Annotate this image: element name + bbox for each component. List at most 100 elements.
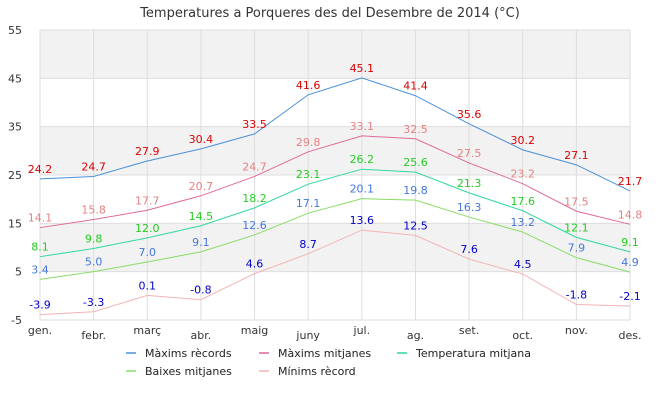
data-label-s2-0: 8.1: [31, 241, 49, 254]
legend-label-1: Màxims mitjanes: [278, 347, 371, 360]
band-1: [40, 223, 630, 272]
x-tick-label-9: oct.: [512, 329, 533, 342]
data-label-s1-1: 15.8: [81, 203, 106, 216]
y-tick-label-2: 15: [8, 217, 22, 230]
data-label-s3-4: 12.6: [242, 219, 267, 232]
data-label-s1-8: 27.5: [457, 147, 482, 160]
legend-label-2: Temperatura mitjana: [415, 347, 531, 360]
band-3: [40, 126, 630, 175]
data-label-s1-0: 14.1: [28, 212, 53, 225]
data-label-s0-6: 45.1: [350, 62, 375, 75]
data-label-s2-9: 17.6: [510, 195, 535, 208]
x-tick-label-0: gen.: [28, 324, 52, 337]
y-tick-label-0: -5: [11, 314, 22, 327]
data-label-s1-2: 17.7: [135, 194, 160, 207]
data-label-s2-8: 21.3: [457, 177, 482, 190]
data-label-s2-11: 9.1: [621, 236, 639, 249]
x-axis-ticks: gen. febr. març abr. maig juny jul. ag. set. oct.…: [28, 324, 642, 342]
x-tick-label-7: ag.: [407, 329, 424, 342]
data-label-s1-6: 33.1: [350, 120, 375, 133]
series-line-2: [39, 168, 631, 258]
data-label-s0-1: 24.7: [81, 160, 106, 173]
data-label-s0-5: 41.6: [296, 79, 321, 92]
data-label-s1-5: 29.8: [296, 136, 321, 149]
data-label-s4-0: -3.9: [29, 299, 50, 312]
y-tick-label-3: 25: [8, 169, 22, 182]
chart-title: Temperatures a Porqueres des del Desembr…: [139, 6, 520, 21]
data-label-s3-6: 20.1: [350, 183, 375, 196]
data-label-s3-1: 5.0: [85, 256, 103, 269]
series-line-0: [39, 77, 631, 192]
data-label-s4-7: 12.5: [403, 219, 428, 232]
x-tick-label-1: febr.: [81, 329, 106, 342]
legend-label-0: Màxims rècords: [145, 347, 232, 360]
data-label-s2-5: 23.1: [296, 168, 321, 181]
data-label-s3-11: 4.9: [621, 256, 639, 269]
data-label-s2-7: 25.6: [403, 156, 428, 169]
legend: Màxims rècords Màxims mitjanes Temperatura…: [126, 347, 531, 378]
data-label-s0-4: 33.5: [242, 118, 267, 131]
data-label-s4-3: -0.8: [190, 284, 211, 297]
data-label-s1-10: 17.5: [564, 195, 589, 208]
legend-label-4: Mínims rècord: [278, 365, 356, 378]
data-label-s1-4: 24.7: [242, 160, 267, 173]
x-tick-label-11: des.: [619, 329, 642, 342]
data-label-s0-3: 30.4: [189, 133, 214, 146]
data-label-s4-2: 0.1: [139, 279, 157, 292]
y-tick-label-4: 35: [8, 121, 22, 134]
data-label-s0-0: 24.2: [28, 163, 53, 176]
data-label-s4-8: 7.6: [460, 243, 478, 256]
data-label-s3-3: 9.1: [192, 236, 210, 249]
data-label-s3-8: 16.3: [457, 201, 482, 214]
data-label-s4-10: -1.8: [566, 289, 587, 302]
series-line-4: [39, 229, 631, 316]
x-tick-label-10: nov.: [565, 324, 588, 337]
data-label-s3-10: 7.9: [568, 242, 586, 255]
data-label-s2-2: 12.0: [135, 222, 160, 235]
x-tick-label-3: abr.: [191, 329, 212, 342]
series-line-1: [39, 135, 631, 229]
y-tick-label-5: 45: [8, 72, 22, 85]
data-label-s2-3: 14.5: [189, 210, 214, 223]
x-tick-label-6: jul.: [353, 324, 371, 337]
data-label-s0-11: 21.7: [618, 175, 643, 188]
background-bands: [40, 30, 630, 272]
legend-label-3: Baixes mitjanes: [145, 365, 232, 378]
data-label-s0-8: 35.6: [457, 108, 482, 121]
series-lines: [39, 77, 631, 316]
data-label-s3-0: 3.4: [31, 263, 49, 276]
data-label-s4-5: 8.7: [299, 238, 317, 251]
data-labels: 24.2 24.7 27.9 30.4 33.5 41.6 45.1 41.4 35.6 30.2…: [28, 62, 643, 312]
data-label-s2-6: 26.2: [350, 153, 375, 166]
data-label-s1-3: 20.7: [189, 180, 214, 193]
gridlines: [39, 29, 631, 321]
data-label-s3-7: 19.8: [403, 184, 428, 197]
data-label-s2-10: 12.1: [564, 221, 589, 234]
data-label-s4-6: 13.6: [350, 214, 375, 227]
data-label-s1-7: 32.5: [403, 123, 428, 136]
x-tick-label-4: maig: [241, 324, 269, 337]
data-label-s0-10: 27.1: [564, 149, 589, 162]
data-label-s4-1: -3.3: [83, 296, 104, 309]
data-label-s0-7: 41.4: [403, 80, 428, 93]
data-label-s1-9: 23.2: [510, 168, 535, 181]
data-label-s4-4: 4.6: [246, 258, 264, 271]
data-label-s4-9: 4.5: [514, 258, 532, 271]
x-tick-label-8: set.: [459, 324, 479, 337]
y-tick-label-6: 55: [8, 24, 22, 37]
data-label-s3-9: 13.2: [510, 216, 535, 229]
data-label-s4-11: -2.1: [619, 290, 640, 303]
data-label-s2-4: 18.2: [242, 192, 267, 205]
y-tick-label-1: 5: [15, 266, 22, 279]
data-label-s3-5: 17.1: [296, 197, 321, 210]
data-label-s0-2: 27.9: [135, 145, 160, 158]
data-label-s0-9: 30.2: [510, 134, 535, 147]
data-label-s3-2: 7.0: [139, 246, 157, 259]
x-tick-label-2: març: [133, 324, 161, 337]
band-5: [40, 30, 630, 79]
series-line-3: [39, 198, 631, 280]
data-label-s1-11: 14.8: [618, 208, 643, 221]
y-axis-ticks: -5 5 15 25 35 45 55: [8, 24, 22, 327]
data-label-s2-1: 9.8: [85, 232, 103, 245]
